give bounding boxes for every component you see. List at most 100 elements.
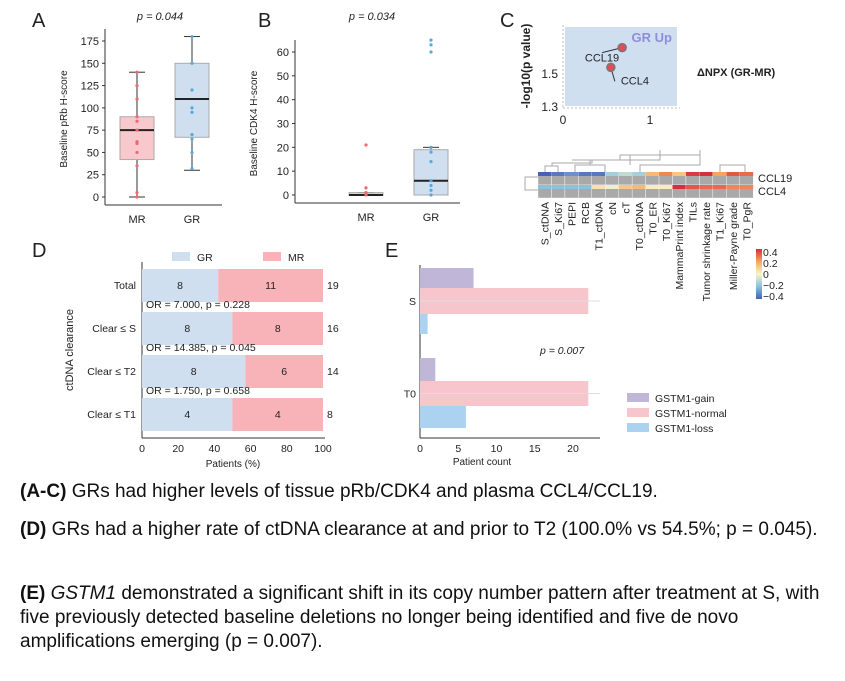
heatmap-row-label: CCL19 bbox=[758, 173, 792, 185]
heatmap-cell bbox=[739, 172, 754, 176]
data-point bbox=[135, 190, 139, 195]
data-point bbox=[190, 150, 194, 155]
x-axis-label: ΔNPX (GR-MR) bbox=[697, 67, 776, 79]
data-point bbox=[135, 195, 139, 199]
category-label: Clear ≤ T2 bbox=[87, 366, 136, 378]
y-tick-label: 100 bbox=[81, 103, 99, 115]
y-tick-label: 30 bbox=[277, 119, 289, 131]
heatmap-cell bbox=[672, 172, 686, 176]
heatmap-cell bbox=[699, 172, 713, 176]
heatmap-cell bbox=[538, 172, 552, 176]
y-tick-label: 60 bbox=[277, 47, 289, 59]
box-GR bbox=[413, 149, 449, 196]
heatmap-cell bbox=[551, 172, 565, 176]
odds-ratio-annotation: OR = 1.750, p = 0.658 bbox=[146, 385, 250, 397]
x-tick-label: 0 bbox=[560, 113, 567, 127]
data-point bbox=[190, 110, 194, 114]
bar-GSTM1-loss bbox=[420, 406, 466, 428]
data-point bbox=[364, 193, 368, 197]
x-tick-label: 0 bbox=[417, 443, 423, 455]
legend-label-GR: GR bbox=[197, 252, 213, 264]
y-tick-label: 50 bbox=[277, 71, 289, 83]
category-label: S bbox=[409, 296, 416, 308]
x-tick-label: 20 bbox=[172, 443, 184, 455]
y-tick-label: 125 bbox=[81, 81, 99, 93]
plot-title: p = 0.044 bbox=[136, 11, 183, 23]
data-point bbox=[429, 145, 433, 149]
y-tick-label: 20 bbox=[277, 142, 289, 154]
heatmap-column-label: S_Ki67 bbox=[553, 202, 565, 236]
bar-value-label: 11 bbox=[265, 280, 276, 292]
plot-title: p = 0.034 bbox=[348, 11, 395, 23]
y-tick-label: 10 bbox=[277, 166, 289, 178]
heatmap-column-label: MammaPrint index bbox=[674, 201, 686, 289]
total-label: 16 bbox=[327, 323, 339, 335]
bar-value-label: 8 bbox=[184, 323, 190, 335]
y-tick-label: 1.3 bbox=[541, 100, 558, 114]
bar-GSTM1-gain bbox=[420, 358, 436, 381]
bar-value-label: 4 bbox=[275, 409, 281, 421]
x-tick-label: 15 bbox=[529, 443, 541, 455]
data-point bbox=[135, 70, 139, 74]
heatmap-column-label: RCB bbox=[580, 202, 592, 224]
heatmap-cell bbox=[618, 185, 633, 189]
x-tick-label: 1 bbox=[647, 113, 654, 127]
caption-d-label: (D) bbox=[20, 519, 47, 540]
bar-GR bbox=[142, 355, 246, 388]
heatmap-column-label: cT bbox=[620, 201, 632, 213]
heatmap-row-label: CCL4 bbox=[758, 186, 786, 198]
y-axis-label: -log10(p value) bbox=[519, 24, 533, 109]
legend-label: GSTM1-normal bbox=[655, 408, 727, 420]
heatmap-cell bbox=[699, 185, 713, 189]
colorbar-tick-label: 0 bbox=[763, 269, 769, 281]
data-point bbox=[190, 88, 194, 92]
heatmap-cell bbox=[605, 185, 619, 189]
legend-label: GSTM1-gain bbox=[655, 393, 715, 405]
category-label: Clear ≤ S bbox=[92, 323, 136, 335]
heatmap-column-label: T1_Ki67 bbox=[715, 202, 727, 241]
x-tick-label: GR bbox=[184, 214, 201, 226]
total-label: 14 bbox=[327, 366, 339, 378]
caption-e-text: demonstrated a significant shift in its … bbox=[20, 583, 820, 652]
data-point bbox=[190, 34, 194, 39]
total-label: 19 bbox=[327, 280, 339, 292]
p-value-annotation: p = 0.007 bbox=[539, 345, 585, 357]
heatmap-column-label: S_ctDNA bbox=[540, 202, 552, 245]
heatmap-column-label: T0_ER bbox=[647, 202, 659, 235]
colorbar bbox=[756, 249, 762, 299]
y-axis-label: Baseline pRb H-score bbox=[59, 70, 70, 168]
heatmap-cell bbox=[659, 185, 673, 189]
heatmap-cell bbox=[591, 172, 606, 176]
caption-e: (E) GSTM1 demonstrated a significant shi… bbox=[20, 582, 835, 654]
caption-ac-label: (A-C) bbox=[20, 481, 67, 502]
bar-MR bbox=[232, 398, 323, 431]
heatmap-cell bbox=[538, 185, 552, 189]
legend-swatch bbox=[627, 408, 649, 417]
heatmap-cell bbox=[591, 185, 606, 189]
data-point bbox=[135, 83, 139, 88]
data-point bbox=[429, 183, 433, 188]
data-point-CCL4 bbox=[606, 62, 616, 73]
heatmap-cell bbox=[578, 172, 592, 176]
y-axis-label: Baseline CDK4 H-score bbox=[249, 70, 260, 176]
data-point bbox=[135, 115, 139, 119]
category-label: Clear ≤ T1 bbox=[87, 409, 136, 421]
heatmap-column-label: cN bbox=[607, 202, 619, 215]
caption-d-text: GRs had a higher rate of ctDNA clearance… bbox=[46, 519, 818, 540]
colorbar-tick-label: 0.4 bbox=[763, 247, 778, 259]
caption-e-label: (E) bbox=[20, 583, 46, 604]
y-tick-label: 150 bbox=[81, 58, 99, 70]
heatmap-cell bbox=[712, 172, 727, 176]
legend-label: GSTM1-loss bbox=[655, 423, 713, 435]
region-label: GR Up bbox=[632, 30, 673, 45]
data-point bbox=[190, 133, 194, 137]
data-point bbox=[190, 166, 194, 171]
x-axis-label: Patients (%) bbox=[206, 459, 260, 470]
odds-ratio-annotation: OR = 7.000, p = 0.228 bbox=[146, 299, 250, 311]
x-tick-label: 100 bbox=[314, 443, 332, 455]
y-tick-label: 25 bbox=[87, 170, 99, 182]
bar-GR bbox=[142, 398, 233, 431]
y-tick-label: 40 bbox=[277, 95, 289, 107]
y-tick-label: 50 bbox=[87, 147, 99, 159]
